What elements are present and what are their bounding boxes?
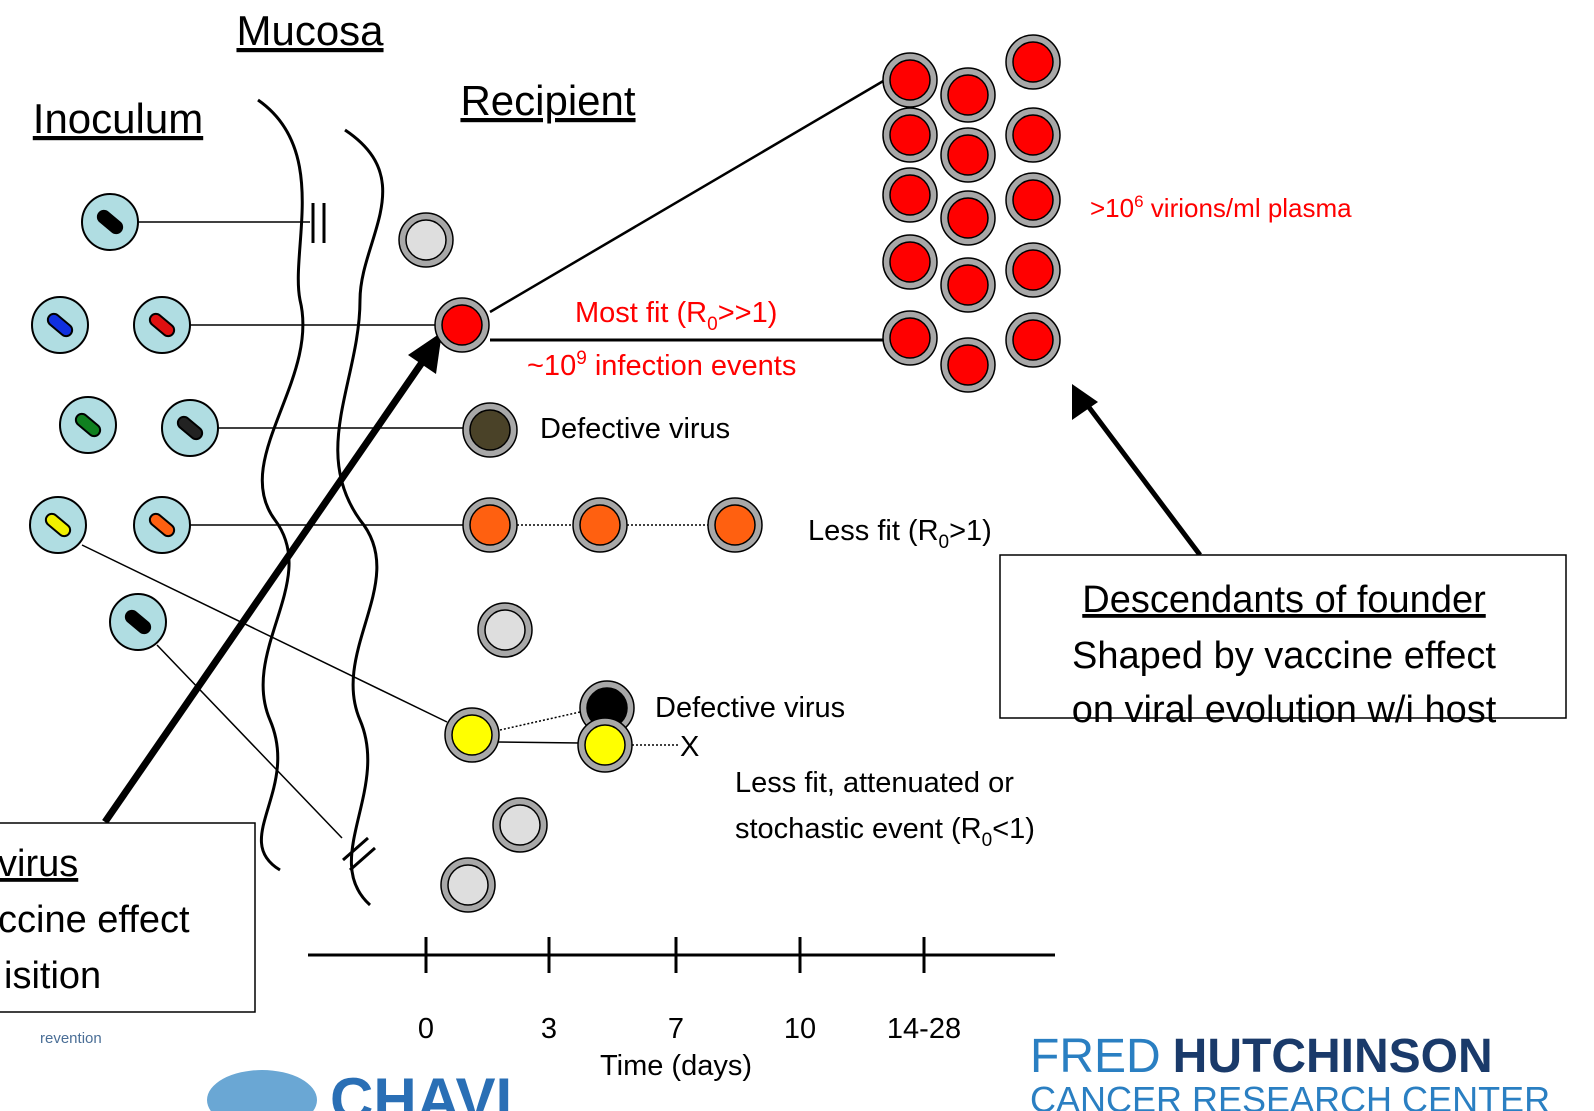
logo-globe [207, 1070, 317, 1111]
recipient-core [1012, 319, 1054, 361]
header: Recipient [460, 77, 635, 124]
arrowhead [1072, 384, 1098, 420]
recipient-core [1012, 249, 1054, 291]
label: Defective virus [540, 413, 730, 445]
virus-capsule [96, 209, 124, 235]
label-part: infection events [587, 350, 797, 382]
label: Less fit, attenuated or [735, 767, 1014, 799]
label: Less fit (R0>1) [808, 515, 992, 553]
tick-label: 14-28 [887, 1013, 961, 1045]
label: X [680, 731, 699, 763]
label-part: <1) [992, 813, 1035, 845]
recipient-core [889, 241, 931, 283]
mucosa-curve [257, 98, 305, 872]
recipient-core [1012, 41, 1054, 83]
virus-capsule [148, 312, 176, 338]
recipient-core [499, 804, 541, 846]
virus-capsule [176, 415, 204, 441]
recipient-core [947, 264, 989, 306]
recipient-core [441, 304, 483, 346]
recipient-core [484, 609, 526, 651]
virus-capsule [44, 512, 72, 538]
tick-label: 0 [418, 1013, 434, 1045]
info-box [999, 554, 1567, 719]
logo-text: revention [40, 1030, 102, 1047]
label: stochastic event (R0<1) [735, 813, 1035, 851]
label-part: >>1) [718, 297, 778, 329]
recipient-core [889, 174, 931, 216]
logo-part: HUTCHINSON [1173, 1030, 1493, 1083]
label: Defective virus [655, 692, 845, 724]
recipient-core [584, 724, 626, 766]
recipient-core [1012, 114, 1054, 156]
logo-text: FRED HUTCHINSON [1030, 1030, 1493, 1083]
label-part: virions/ml plasma [1144, 193, 1353, 223]
virus-capsule [148, 512, 176, 538]
label-part: stochastic event (R [735, 813, 982, 845]
recipient-core [1012, 179, 1054, 221]
box-text: Shaped by vaccine effect [1072, 635, 1496, 677]
recipient-core [889, 317, 931, 359]
box-title: Descendants of founder [1082, 579, 1486, 621]
box-text: ccine effect [0, 899, 190, 941]
recipient-core [947, 74, 989, 116]
header: Mucosa [236, 7, 384, 54]
label-part: Less fit (R [808, 515, 939, 547]
recipient-core [447, 864, 489, 906]
tick-label: 10 [784, 1013, 816, 1045]
mucosa-curve [336, 128, 385, 907]
tick-label: 7 [668, 1013, 684, 1045]
box-text: on viral evolution w/i host [1072, 689, 1497, 731]
recipient-core [889, 59, 931, 101]
label-part: >10 [1090, 193, 1134, 223]
founder-arrow [102, 346, 435, 824]
logo-part: FRED [1030, 1030, 1161, 1083]
recipient-core [579, 504, 621, 546]
recipient-core [469, 409, 511, 451]
info-box [0, 822, 256, 1013]
axis-label: Time (days) [600, 1050, 752, 1082]
label: ~109 infection events [527, 348, 796, 382]
label-part: 0 [939, 532, 950, 553]
arrowhead [408, 332, 442, 374]
virus-capsule [74, 412, 102, 438]
label-part: ~10 [527, 350, 576, 382]
label-part: 0 [982, 830, 993, 851]
virus-capsule [124, 609, 152, 635]
label: >106 virions/ml plasma [1090, 192, 1352, 223]
label-part: 6 [1134, 192, 1143, 211]
recipient-core [947, 344, 989, 386]
label-part: 0 [707, 314, 718, 335]
recipient-core [451, 714, 493, 756]
recipient-core [714, 504, 756, 546]
logo-text: CANCER RESEARCH CENTER [1030, 1079, 1550, 1111]
label-part: >1) [949, 515, 992, 547]
recipient-core [947, 197, 989, 239]
header: Inoculum [33, 95, 203, 142]
recipient-core [469, 504, 511, 546]
logo-text: CHAVI [330, 1066, 512, 1111]
label-part: 9 [576, 348, 587, 369]
descendant-arrow [1080, 396, 1202, 557]
box-title: virus [0, 843, 78, 885]
tick-label: 3 [541, 1013, 557, 1045]
connections [81, 78, 886, 872]
virus-capsule [46, 312, 74, 338]
label: Most fit (R0>>1) [575, 297, 777, 335]
label-part: Most fit (R [575, 297, 707, 329]
recipient-core [947, 134, 989, 176]
recipient-core [889, 114, 931, 156]
box-text: isition [4, 955, 101, 997]
recipient-core [405, 219, 447, 261]
